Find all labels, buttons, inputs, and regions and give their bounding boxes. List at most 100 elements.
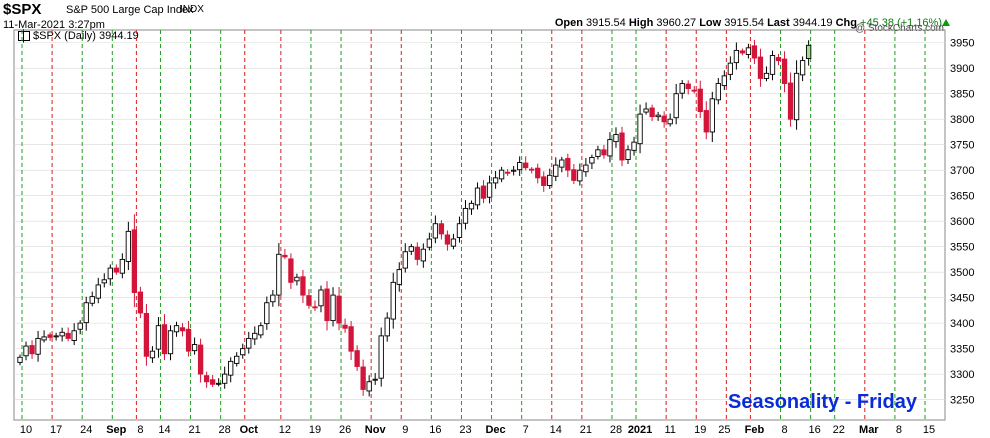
- candle-body: [95, 284, 101, 299]
- x-tick-label: Mar: [859, 424, 879, 436]
- candle-body: [745, 47, 752, 55]
- plot-frame: [13, 29, 946, 421]
- x-tick-label: 8: [137, 424, 143, 436]
- candle-body: [444, 234, 451, 245]
- y-tick-label: 3450: [950, 293, 974, 305]
- x-tick-label: 19: [309, 424, 321, 436]
- seasonality-watermark: Seasonality - Friday: [728, 391, 917, 413]
- candle-body: [113, 267, 119, 273]
- candle-body: [312, 306, 318, 309]
- y-tick-label: 3350: [950, 344, 974, 356]
- x-tick-label: 11: [664, 424, 675, 436]
- y-tick-label: 3500: [950, 267, 974, 279]
- candle-body: [107, 267, 113, 280]
- y-tick-label: 3300: [950, 369, 974, 381]
- candle-body: [474, 187, 481, 206]
- candle-body: [161, 324, 168, 355]
- y-tick-label: 3550: [950, 242, 974, 254]
- candle-body: [553, 164, 559, 177]
- candle-body: [480, 185, 487, 199]
- x-tick-label: 25: [718, 424, 730, 436]
- candle-body: [318, 289, 324, 307]
- candle-body: [655, 114, 661, 118]
- candle-body: [354, 350, 360, 367]
- x-tick-label: 8: [781, 424, 787, 436]
- high-label: High: [628, 17, 654, 29]
- y-tick-label: 3950: [950, 38, 974, 50]
- candle-body: [486, 182, 493, 198]
- candle-body: [577, 169, 583, 182]
- candle-body: [583, 164, 589, 173]
- candle-body: [378, 335, 384, 379]
- x-tick-label: 7: [523, 424, 529, 436]
- candle-body: [101, 279, 107, 284]
- candle-body: [384, 317, 390, 337]
- candle-body: [360, 366, 366, 390]
- high-value: 3960.27: [656, 17, 697, 29]
- candle-body: [769, 55, 776, 75]
- candle-body: [619, 132, 625, 161]
- open-label: Open: [554, 17, 583, 29]
- x-tick-label: 9: [402, 424, 408, 436]
- candle-body: [721, 75, 727, 87]
- candle-body: [456, 223, 463, 238]
- x-tick-label: 16: [809, 424, 821, 436]
- candle-body: [155, 325, 162, 350]
- candle-body: [523, 162, 529, 169]
- candle-body: [504, 171, 511, 174]
- candlestick-icon: [18, 29, 30, 44]
- x-tick-label: 21: [580, 424, 592, 436]
- candle-body: [426, 238, 433, 248]
- candle-body: [173, 325, 180, 333]
- y-tick-label: 3250: [950, 395, 974, 407]
- exchange-label: INDX: [180, 4, 204, 15]
- candle-body: [282, 254, 288, 258]
- x-tick-label: 23: [459, 424, 471, 436]
- candle-body: [125, 230, 132, 262]
- candle-body: [661, 115, 667, 123]
- y-tick-label: 3600: [950, 216, 974, 228]
- x-tick-label: 19: [694, 424, 706, 436]
- candle-body: [643, 108, 649, 113]
- candle-body: [733, 49, 740, 64]
- x-tick-label: 12: [279, 424, 291, 436]
- y-tick-label: 3650: [950, 191, 974, 203]
- candle-body: [71, 330, 77, 341]
- candle-body: [595, 149, 601, 157]
- candle-body: [498, 169, 505, 180]
- candle-body: [53, 335, 59, 338]
- x-tick-label: 28: [610, 424, 622, 436]
- candle-body: [589, 157, 595, 164]
- candle-body: [348, 326, 354, 352]
- low-label: Low: [699, 17, 722, 29]
- candle-body: [89, 296, 95, 304]
- candle-body: [167, 330, 174, 355]
- x-tick-label: 24: [80, 424, 92, 436]
- up-arrow-icon: [942, 19, 950, 26]
- candle-body: [59, 331, 65, 337]
- candle-body: [492, 177, 499, 184]
- candle-body: [264, 302, 270, 325]
- candle-body: [739, 50, 746, 54]
- candle-body: [535, 167, 541, 179]
- x-tick-label: Dec: [485, 424, 505, 436]
- candle-body: [450, 238, 457, 247]
- candle-body: [793, 72, 800, 121]
- candle-body: [119, 258, 125, 274]
- candle-body: [727, 62, 734, 75]
- ohlc-readout: Open 3915.54 High 3960.27 Low 3915.54 La…: [555, 17, 942, 29]
- candle-body: [185, 328, 192, 352]
- x-tick-label: 16: [429, 424, 441, 436]
- candle-body: [222, 373, 228, 384]
- y-tick-label: 3700: [950, 165, 974, 177]
- candle-body: [408, 246, 414, 252]
- candle-body: [637, 113, 643, 145]
- datetime-stamp: 11-Mar-2021 3:27pm: [3, 19, 105, 31]
- x-tick-label: 22: [833, 424, 845, 436]
- candle-body: [667, 118, 673, 125]
- candle-body: [294, 276, 300, 282]
- candle-body: [197, 344, 204, 375]
- candle-body: [330, 294, 336, 322]
- candle-body: [149, 350, 156, 359]
